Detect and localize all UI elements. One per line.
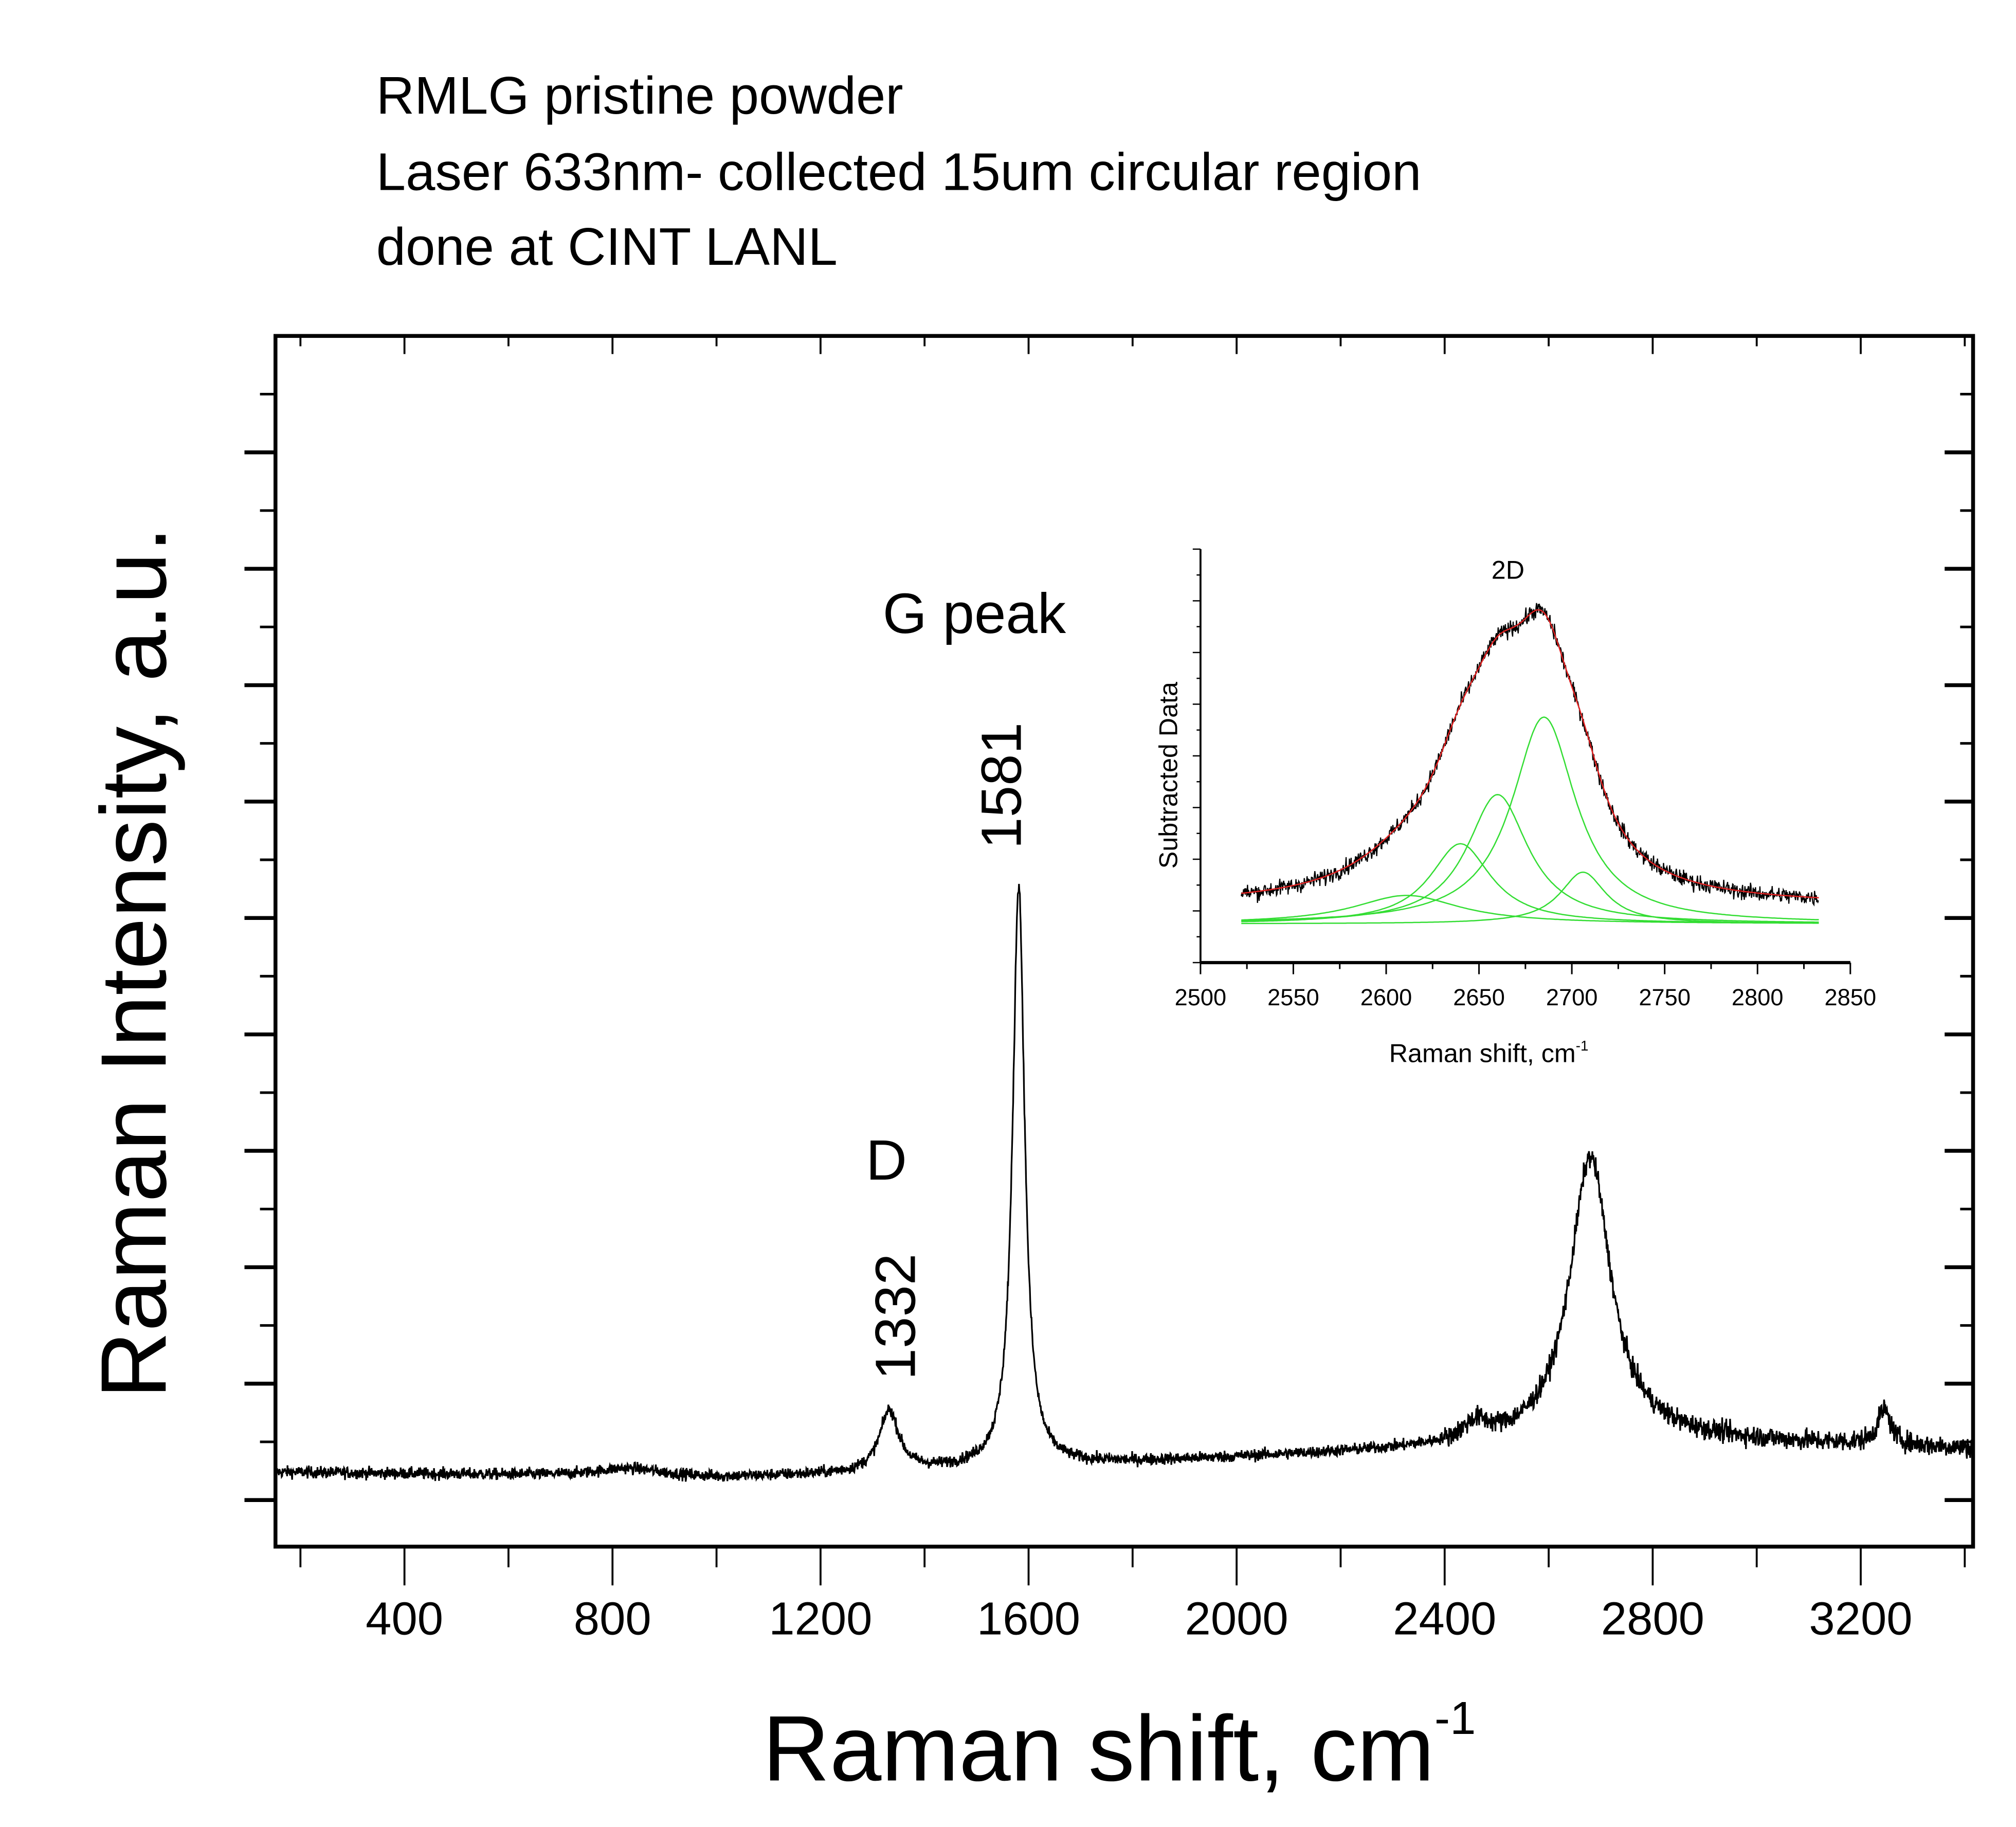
g-peak-position-label: 1581 [970,722,1033,849]
inset-x-tick-label: 2700 [1546,984,1598,1010]
d-peak-label: D [866,1129,907,1192]
inset-y-axis-label: Subtracted Data [1154,682,1183,869]
inset-x-tick-label: 2500 [1175,984,1227,1010]
inset-x-axis-label-text: Raman shift, cm [1389,1039,1576,1068]
inset-x-tick-label: 2650 [1453,984,1505,1010]
x-axis-label-text: Raman shift, cm [762,1697,1434,1801]
y-axis-label: Raman Intensity, a.u. [82,527,186,1399]
x-tick-label: 2400 [1393,1593,1496,1645]
inset-x-tick-label: 2600 [1360,984,1412,1010]
x-axis-label: Raman shift, cm-1 [762,1692,1476,1800]
x-tick-label: 1600 [977,1593,1080,1645]
main-spectrum-line [275,883,1974,1482]
x-tick-label: 800 [574,1593,651,1645]
main-axis-ticks [244,336,1973,1586]
inset-component-5 [1241,871,1819,925]
g-peak-label: G peak [883,582,1066,645]
title-line-3: done at CINT LANL [376,217,838,276]
inset-chart: 2500 2550 2600 2650 2700 2750 2800 2850 2D Subt… [1154,548,1877,1068]
inset-fit-line [1241,609,1819,899]
d-peak-position-label: 1332 [864,1254,928,1380]
x-tick-label: 2800 [1601,1593,1704,1645]
inset-x-axis-label-superscript: -1 [1576,1038,1589,1054]
main-x-tick-labels: 400 800 1200 1600 2000 2400 2800 3200 [366,1593,1912,1645]
inset-x-tick-label: 2800 [1732,984,1784,1010]
x-tick-label: 400 [366,1593,443,1645]
inset-component-4 [1241,716,1819,921]
main-plot-frame [274,334,1975,1549]
title-line-2: Laser 633nm- collected 15um circular reg… [376,142,1422,201]
inset-x-tick-label: 2750 [1639,984,1691,1010]
inset-axis-ticks [1192,548,1851,974]
inset-fit-components [1241,716,1819,925]
inset-x-axis-label: Raman shift, cm-1 [1389,1038,1589,1068]
title-line-1: RMLG pristine powder [376,66,903,125]
x-tick-label: 2000 [1185,1593,1288,1645]
x-tick-label: 1200 [769,1593,872,1645]
inset-x-tick-label: 2550 [1267,984,1319,1010]
inset-x-tick-labels: 2500 2550 2600 2650 2700 2750 2800 2850 [1175,984,1877,1010]
inset-x-tick-label: 2850 [1824,984,1876,1010]
inset-data-line [1241,603,1819,907]
x-axis-label-superscript: -1 [1434,1692,1476,1744]
x-tick-label: 3200 [1809,1593,1912,1645]
inset-2d-label: 2D [1492,556,1524,585]
